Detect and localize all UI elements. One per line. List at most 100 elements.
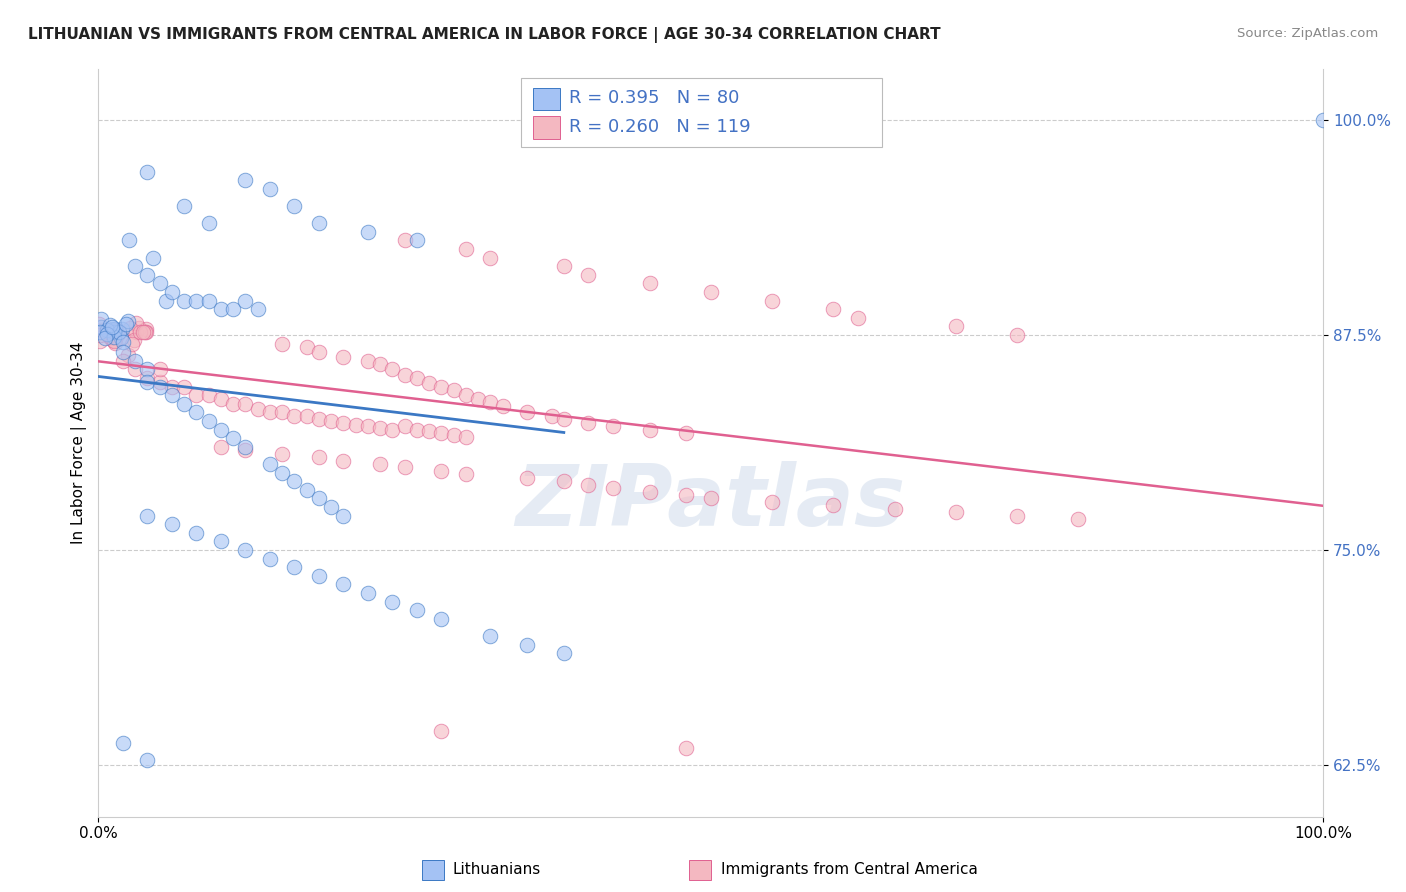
Point bbox=[700, 491, 723, 506]
Point bbox=[149, 362, 172, 376]
Point bbox=[308, 450, 330, 465]
Point bbox=[271, 405, 294, 419]
Point bbox=[98, 329, 121, 343]
Point bbox=[675, 740, 697, 755]
Point bbox=[90, 323, 112, 337]
Point bbox=[454, 467, 477, 482]
Point bbox=[394, 460, 416, 475]
Point bbox=[332, 351, 354, 365]
Point bbox=[332, 577, 354, 591]
Point bbox=[110, 331, 132, 345]
Point bbox=[111, 736, 134, 750]
Point bbox=[136, 375, 159, 389]
Point bbox=[295, 483, 318, 497]
Point bbox=[357, 354, 380, 368]
FancyBboxPatch shape bbox=[533, 116, 560, 139]
Point bbox=[209, 302, 232, 317]
FancyBboxPatch shape bbox=[522, 78, 883, 147]
Point bbox=[823, 302, 845, 317]
Point bbox=[283, 560, 305, 574]
Point bbox=[675, 426, 697, 441]
Point bbox=[368, 357, 391, 371]
FancyBboxPatch shape bbox=[533, 88, 560, 111]
Point bbox=[209, 440, 232, 454]
Point bbox=[186, 293, 208, 308]
Point bbox=[638, 277, 661, 291]
Point bbox=[125, 316, 148, 330]
Point bbox=[104, 323, 127, 337]
Point bbox=[135, 322, 157, 336]
Point bbox=[197, 293, 219, 308]
Point bbox=[883, 501, 905, 516]
Point bbox=[101, 320, 124, 334]
Point bbox=[823, 499, 845, 513]
Point bbox=[418, 376, 440, 391]
Point bbox=[394, 234, 416, 248]
Point bbox=[186, 388, 208, 402]
Point bbox=[308, 345, 330, 359]
Point bbox=[443, 427, 465, 442]
Point bbox=[491, 399, 513, 413]
Point bbox=[259, 551, 281, 566]
Point bbox=[675, 488, 697, 502]
Point bbox=[104, 335, 127, 350]
Point bbox=[454, 429, 477, 443]
Point bbox=[479, 395, 502, 409]
Point bbox=[430, 379, 453, 393]
Point bbox=[149, 277, 172, 291]
Point bbox=[308, 216, 330, 230]
Point bbox=[576, 477, 599, 491]
Text: Source: ZipAtlas.com: Source: ZipAtlas.com bbox=[1237, 27, 1378, 40]
Point bbox=[108, 325, 131, 339]
Point bbox=[1005, 508, 1028, 523]
Point bbox=[479, 629, 502, 643]
Point bbox=[186, 405, 208, 419]
Point bbox=[308, 491, 330, 506]
Point bbox=[94, 331, 117, 345]
Point bbox=[111, 322, 134, 336]
Point bbox=[149, 379, 172, 393]
Point bbox=[368, 421, 391, 435]
Point bbox=[128, 321, 150, 335]
Point bbox=[90, 312, 112, 326]
Point bbox=[197, 216, 219, 230]
Point bbox=[103, 334, 125, 348]
Point bbox=[259, 405, 281, 419]
Point bbox=[405, 234, 427, 248]
Point bbox=[87, 317, 110, 331]
Point bbox=[602, 481, 624, 495]
Point bbox=[516, 405, 538, 419]
Point bbox=[173, 199, 195, 213]
Point bbox=[98, 330, 121, 344]
Point bbox=[332, 416, 354, 430]
Point bbox=[443, 383, 465, 397]
Text: ZIPatlas: ZIPatlas bbox=[516, 461, 905, 544]
Y-axis label: In Labor Force | Age 30-34: In Labor Force | Age 30-34 bbox=[72, 342, 87, 544]
Point bbox=[103, 325, 125, 339]
Point bbox=[233, 293, 256, 308]
Point bbox=[132, 326, 155, 340]
Point bbox=[136, 362, 159, 376]
Point bbox=[103, 330, 125, 344]
Point bbox=[700, 285, 723, 299]
Point bbox=[136, 371, 159, 385]
Point bbox=[233, 543, 256, 558]
Point bbox=[100, 331, 122, 345]
Point bbox=[394, 419, 416, 434]
Point bbox=[124, 362, 146, 376]
Point bbox=[90, 320, 112, 334]
Point bbox=[101, 333, 124, 347]
Point bbox=[357, 419, 380, 434]
Point bbox=[134, 325, 156, 339]
Point bbox=[259, 457, 281, 471]
Point bbox=[135, 325, 157, 339]
Point bbox=[553, 260, 575, 274]
Point bbox=[98, 318, 121, 332]
Point bbox=[110, 330, 132, 344]
Point bbox=[89, 328, 111, 343]
Text: LITHUANIAN VS IMMIGRANTS FROM CENTRAL AMERICA IN LABOR FORCE | AGE 30-34 CORRELA: LITHUANIAN VS IMMIGRANTS FROM CENTRAL AM… bbox=[28, 27, 941, 43]
Point bbox=[209, 423, 232, 437]
Point bbox=[160, 517, 183, 532]
Point bbox=[638, 423, 661, 437]
Point bbox=[96, 326, 118, 341]
